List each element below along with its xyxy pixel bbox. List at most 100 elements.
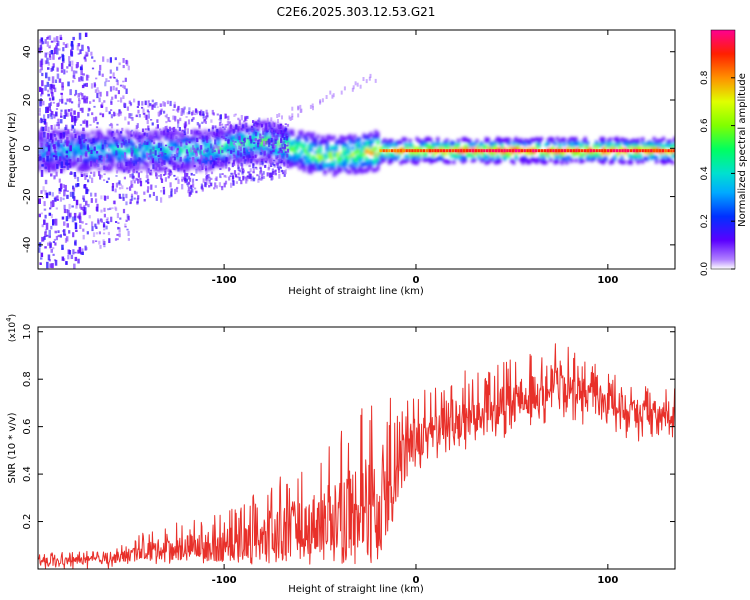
spectrogram-ridge-core bbox=[601, 149, 604, 153]
spectrogram-ridge-core bbox=[405, 149, 408, 153]
spectrogram-ridge-core bbox=[572, 149, 575, 153]
spectrogram-cell bbox=[229, 130, 233, 135]
spectrogram-cell bbox=[618, 145, 622, 150]
spectrogram-cell bbox=[549, 157, 553, 162]
spectrogram-speckle bbox=[135, 145, 138, 149]
spectrogram-cell bbox=[530, 137, 534, 142]
spectrogram-speckle bbox=[67, 216, 70, 219]
spectrogram-cell bbox=[353, 140, 357, 145]
spectrogram-cell bbox=[447, 160, 451, 165]
spectrogram-cell bbox=[93, 140, 97, 145]
spectrogram-speckle bbox=[77, 93, 80, 98]
spectrogram-speckle bbox=[233, 163, 236, 167]
spectrogram-speckle bbox=[117, 90, 120, 95]
spectrogram-speckle bbox=[123, 176, 126, 180]
spectrogram-speckle bbox=[116, 233, 119, 236]
spectrogram-cell bbox=[272, 129, 276, 133]
spectrogram-speckle bbox=[131, 129, 134, 132]
spectrogram-speckle bbox=[289, 117, 292, 121]
spectrogram-cell bbox=[146, 136, 150, 141]
spectrogram-speckle bbox=[354, 81, 357, 86]
spectrogram-cell bbox=[355, 146, 359, 151]
spectrogram-speckle bbox=[64, 126, 67, 131]
spectrogram-cell bbox=[139, 134, 143, 139]
spectrogram-speckle bbox=[89, 124, 92, 126]
spectrogram-speckle bbox=[100, 104, 103, 108]
spectrogram-speckle bbox=[93, 59, 96, 63]
spectrogram-cell bbox=[450, 153, 454, 158]
spectrogram-cell bbox=[431, 142, 435, 146]
spectrogram-speckle bbox=[223, 182, 226, 188]
spectrogram-cell bbox=[321, 159, 325, 164]
spectrogram-cell bbox=[97, 167, 101, 172]
spectrogram-speckle bbox=[77, 43, 81, 47]
spectrogram-speckle bbox=[89, 101, 92, 104]
spectrogram-speckle bbox=[237, 136, 241, 140]
spectrogram-cell bbox=[74, 144, 78, 149]
spectrogram-speckle bbox=[82, 234, 85, 240]
spectrogram-cell bbox=[496, 136, 500, 141]
spectrogram-speckle bbox=[53, 87, 57, 93]
spectrogram-cell bbox=[196, 166, 200, 171]
spectrogram-cell bbox=[254, 145, 258, 150]
spectrogram-cell bbox=[282, 138, 286, 143]
spectrogram-cell bbox=[150, 135, 154, 140]
spectrogram-speckle bbox=[133, 180, 136, 184]
spectrogram-speckle bbox=[56, 73, 60, 79]
spectrogram-cell bbox=[219, 157, 223, 162]
spectrogram-cell bbox=[300, 130, 304, 135]
spectrogram-speckle bbox=[183, 133, 186, 136]
spectrogram-speckle bbox=[147, 168, 150, 174]
spectrogram-cell bbox=[325, 149, 329, 153]
spectrogram-speckle bbox=[81, 251, 84, 255]
spectrogram-speckle bbox=[204, 168, 208, 172]
spectrogram-speckle bbox=[125, 201, 128, 206]
spectrogram-speckle bbox=[103, 100, 106, 103]
spectrogram-cell bbox=[546, 153, 550, 158]
spectrogram-speckle bbox=[259, 137, 262, 143]
spectrogram-speckle bbox=[158, 110, 161, 116]
spectrogram-speckle bbox=[248, 164, 252, 167]
spectrogram-cell bbox=[72, 163, 76, 168]
spectrogram-speckle bbox=[47, 163, 50, 170]
spectrogram-cell bbox=[355, 148, 359, 153]
spectrogram-cell bbox=[155, 130, 159, 135]
spectrogram-cell bbox=[468, 140, 472, 145]
spectrogram-speckle bbox=[55, 45, 58, 49]
spectrogram-speckle bbox=[55, 111, 58, 117]
spectrogram-speckle bbox=[138, 157, 142, 161]
spectrogram-speckle bbox=[213, 187, 216, 190]
spectrogram-cell bbox=[470, 153, 474, 158]
spectrogram-speckle bbox=[213, 134, 216, 136]
spectrogram-speckle bbox=[60, 93, 64, 99]
spectrogram-speckle bbox=[168, 145, 171, 149]
spectrogram-speckle bbox=[70, 51, 74, 57]
spectrogram-cell bbox=[169, 140, 173, 145]
spectrogram-cell bbox=[282, 152, 286, 157]
spectrogram-speckle bbox=[95, 126, 99, 129]
spectrogram-cell bbox=[63, 155, 67, 160]
spectrogram-speckle bbox=[195, 179, 198, 181]
spectrogram-cell bbox=[199, 167, 203, 172]
spectrogram-cell bbox=[293, 161, 297, 166]
spectrogram-speckle bbox=[70, 254, 74, 259]
spectrogram-speckle bbox=[180, 130, 183, 136]
spectrogram-speckle bbox=[132, 169, 135, 173]
spectrogram-speckle bbox=[158, 158, 161, 163]
spectrogram-speckle bbox=[261, 149, 264, 153]
spectrogram-speckle bbox=[231, 172, 234, 175]
spectrogram-cell bbox=[314, 157, 318, 162]
spectrogram-speckle bbox=[169, 182, 172, 188]
spectrogram-speckle bbox=[274, 172, 277, 176]
spectrogram-cell bbox=[150, 148, 154, 153]
spectrogram-speckle bbox=[218, 122, 222, 126]
spectrogram-speckle bbox=[50, 133, 53, 140]
spectrogram-speckle bbox=[108, 148, 111, 152]
spectrogram-cell bbox=[229, 155, 233, 160]
spectrogram-cell bbox=[295, 142, 299, 147]
spectrogram-cell bbox=[344, 142, 348, 147]
spectrogram-speckle bbox=[62, 42, 65, 46]
spectrogram-cell bbox=[65, 133, 69, 138]
spectrogram-ridge-core bbox=[514, 149, 518, 153]
spectrogram-cell bbox=[95, 162, 99, 167]
